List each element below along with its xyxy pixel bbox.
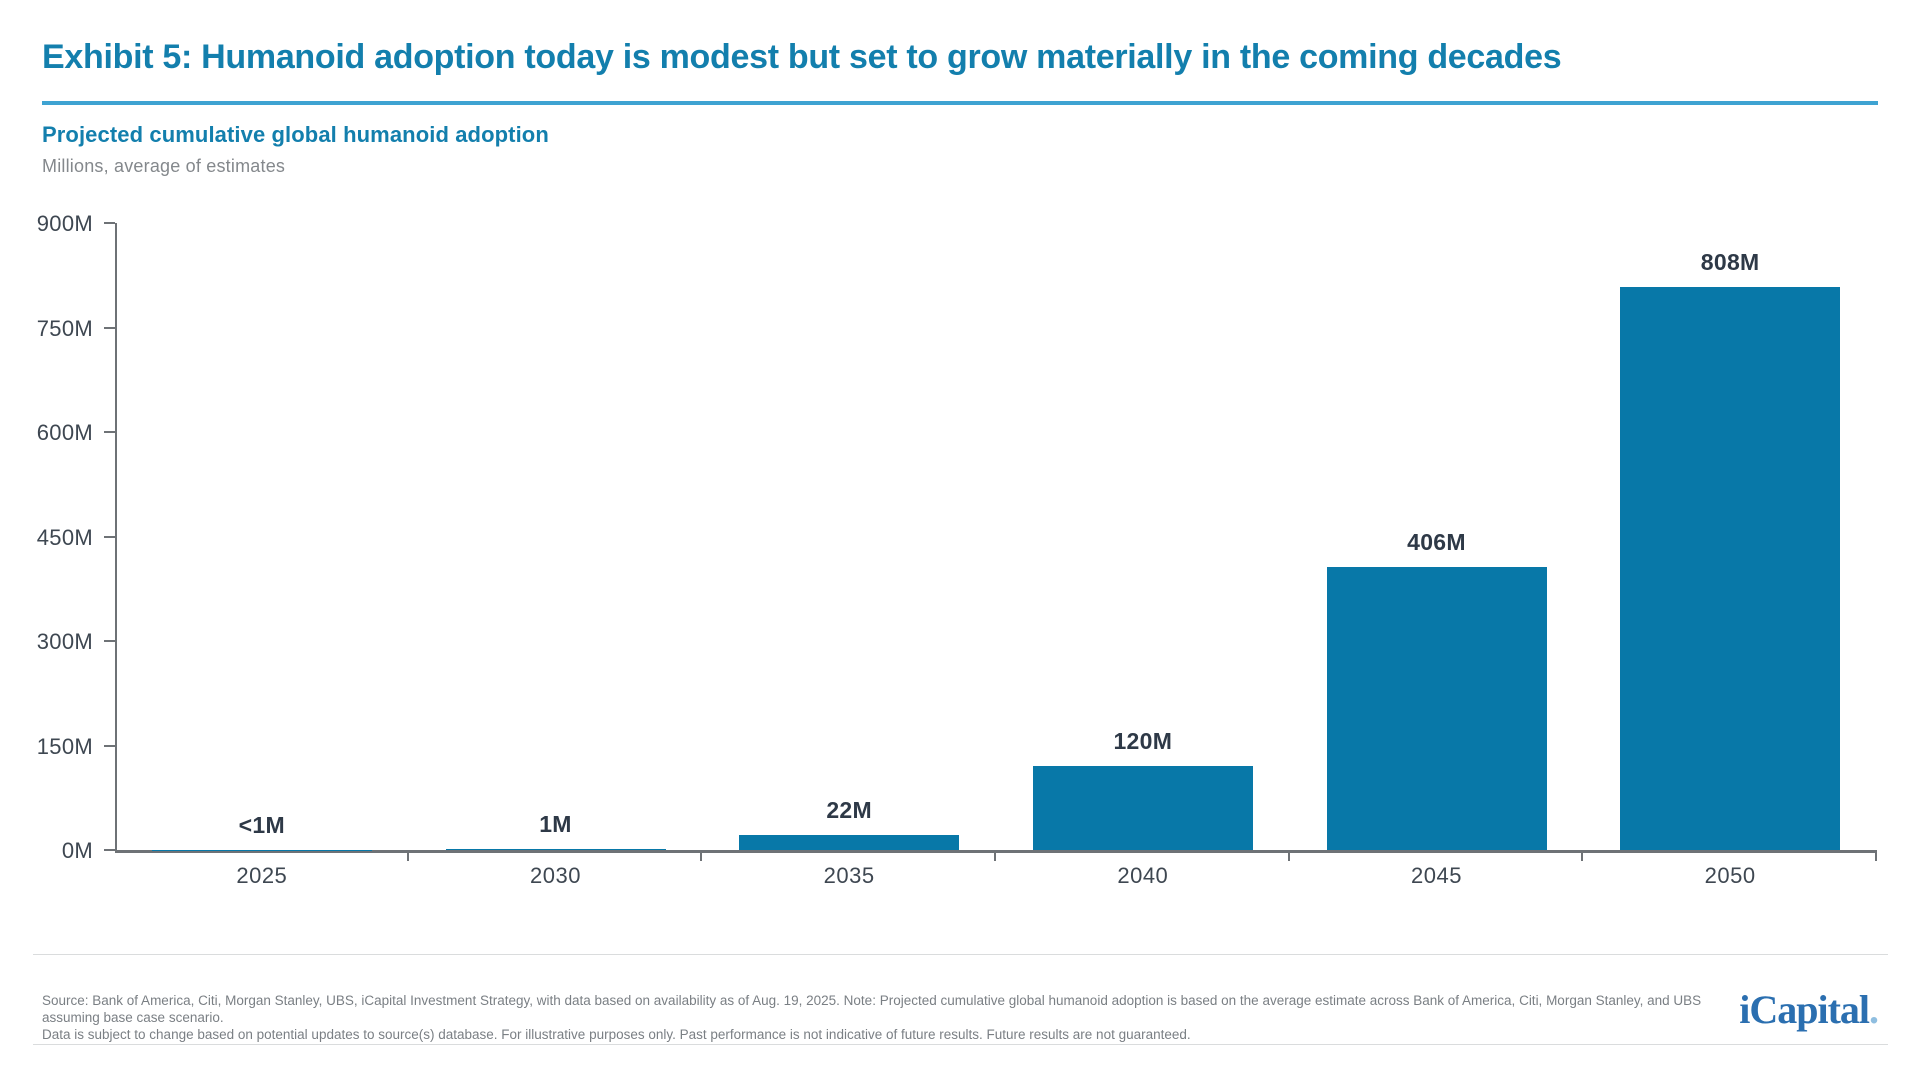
x-axis-tick bbox=[700, 850, 703, 861]
source-note-line1: Source: Bank of America, Citi, Morgan St… bbox=[42, 993, 1702, 1025]
bar-chart-plot-area: 900M 750M 600M 450M 300M 150M 0M <1M 2025 1M 2030 2… bbox=[37, 211, 1877, 888]
y-axis-tick bbox=[104, 849, 115, 851]
y-axis-tick-label: 900M bbox=[36, 211, 93, 236]
y-axis-tick-label: 0M bbox=[61, 838, 93, 863]
bar-value-label-2050: 808M bbox=[1700, 249, 1760, 276]
chart-title: Projected cumulative global humanoid ado… bbox=[42, 122, 549, 147]
bar-value-label-2030: 1M bbox=[539, 811, 572, 838]
y-axis-tick bbox=[104, 326, 115, 329]
x-axis-category-label-2040: 2040 bbox=[1117, 863, 1169, 888]
icapital-logo-period: . bbox=[1869, 987, 1879, 1032]
y-axis-tick-label: 300M bbox=[36, 629, 93, 654]
y-axis-tick bbox=[104, 744, 115, 747]
bar-2030 bbox=[445, 849, 666, 850]
bar-2040 bbox=[1032, 766, 1253, 850]
y-axis-tick bbox=[104, 431, 115, 433]
bar-value-label-2040: 120M bbox=[1113, 728, 1173, 755]
y-axis-line bbox=[115, 223, 117, 850]
bar-value-label-2025: <1M bbox=[238, 811, 285, 838]
x-axis-category-label-2050: 2050 bbox=[1704, 863, 1756, 888]
icapital-logo-text: iCapital bbox=[1739, 987, 1870, 1032]
x-axis-tick bbox=[1287, 850, 1290, 861]
x-axis-category-label-2030: 2030 bbox=[530, 863, 581, 888]
title-divider-rule bbox=[42, 101, 1878, 105]
x-axis-category-label-2045: 2045 bbox=[1411, 863, 1462, 888]
x-axis-tick bbox=[1875, 850, 1877, 861]
bar-value-label-2045: 406M bbox=[1407, 529, 1466, 556]
footer-bottom-divider bbox=[33, 1044, 1888, 1045]
bar-value-label-2035: 22M bbox=[826, 796, 872, 823]
y-axis-tick bbox=[104, 640, 115, 642]
x-axis-tick bbox=[406, 850, 409, 861]
bar-2035 bbox=[739, 834, 960, 850]
y-axis-tick bbox=[104, 222, 115, 224]
x-axis-tick bbox=[1581, 850, 1584, 861]
x-axis-tick bbox=[994, 850, 996, 861]
y-axis-tick-label: 150M bbox=[36, 733, 93, 759]
y-axis-tick-label: 600M bbox=[36, 420, 93, 445]
y-axis-tick-label: 450M bbox=[36, 524, 93, 550]
footer-top-divider bbox=[33, 954, 1888, 955]
exhibit-title: Exhibit 5: Humanoid adoption today is mo… bbox=[42, 38, 1562, 76]
x-axis-category-label-2035: 2035 bbox=[823, 863, 875, 888]
source-note-line2: Data is subject to change based on poten… bbox=[42, 1027, 1191, 1042]
icapital-logo: iCapital. bbox=[1739, 986, 1879, 1033]
bar-2045 bbox=[1326, 567, 1547, 850]
bar-2050 bbox=[1620, 287, 1841, 850]
chart-units-label: Millions, average of estimates bbox=[42, 156, 286, 176]
x-axis-category-label-2025: 2025 bbox=[236, 863, 288, 888]
x-axis-line bbox=[115, 850, 1877, 853]
y-axis-tick-label: 750M bbox=[36, 315, 93, 341]
y-axis-tick bbox=[104, 535, 115, 538]
source-note: Source: Bank of America, Citi, Morgan St… bbox=[42, 992, 1702, 1043]
